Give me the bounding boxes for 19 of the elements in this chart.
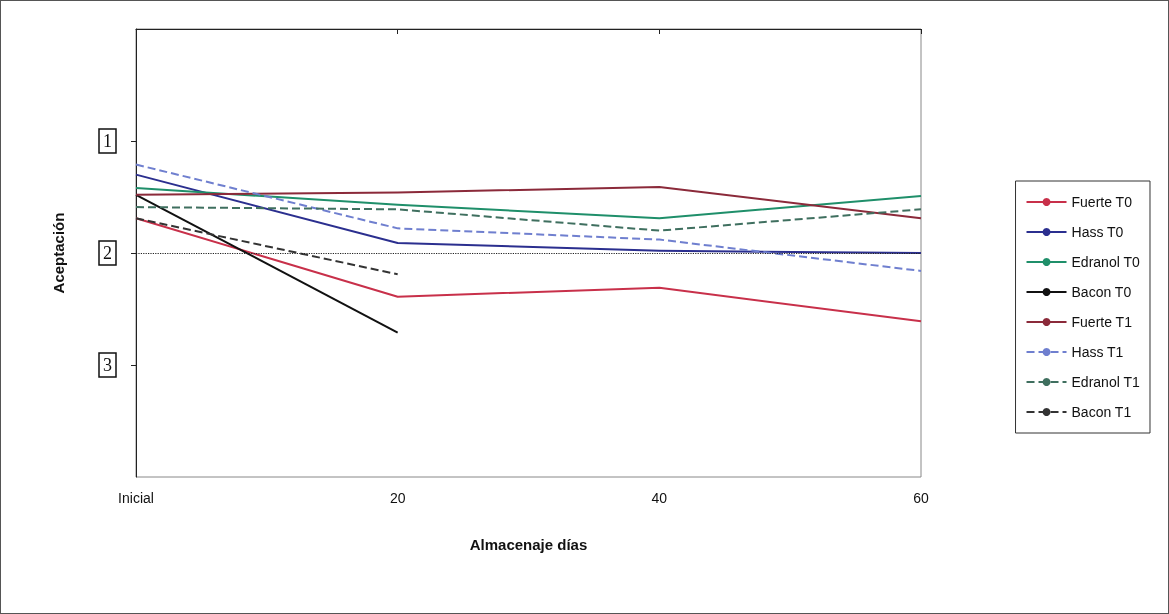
x-tick-label: 20 [389,490,406,506]
x-tick-label: 60 [913,490,929,506]
y-tick-label: 1 [103,131,112,151]
y-tick-label: 3 [103,355,112,375]
line-series [135,173,922,254]
legend-label: Bacon T1 [1071,404,1132,420]
legend-label: Edranol T1 [1071,374,1140,390]
legend-label: Hass T1 [1071,344,1124,360]
legend-label: Hass T0 [1071,224,1124,240]
legend-label: Bacon T0 [1071,284,1132,300]
line-series [135,163,922,272]
x-tick-label: Inicial [118,490,154,506]
legend-label: Fuerte T0 [1071,194,1133,210]
x-tick-label: 40 [651,490,668,506]
y-tick-label: 2 [103,243,112,263]
legend-label: Edranol T0 [1071,254,1140,270]
y-axis-title: Aceptación [50,212,67,294]
x-axis-title: Almacenaje días [469,536,588,553]
legend-label: Fuerte T1 [1071,314,1133,330]
